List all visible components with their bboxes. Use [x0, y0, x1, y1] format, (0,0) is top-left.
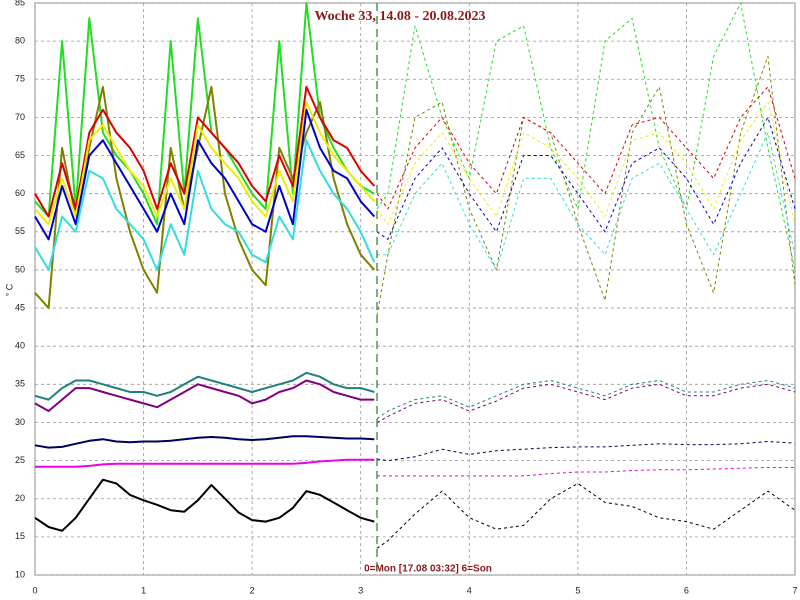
series-line — [34, 2, 375, 226]
chart-title: Woche 33, 14.08 - 20.08.2023 — [314, 9, 485, 24]
x-tick-label: 0 — [32, 585, 37, 595]
series-line — [34, 478, 375, 532]
annotation: 0=Mon [17.08 03:32] 6=Son — [364, 564, 492, 575]
series-line — [376, 2, 796, 271]
y-tick-label: 80 — [15, 36, 25, 46]
y-tick-label: 45 — [15, 302, 25, 312]
y-tick-label: 60 — [15, 188, 25, 198]
y-tick-label: 75 — [15, 74, 25, 84]
series-line — [376, 483, 796, 549]
series-line — [377, 467, 795, 477]
x-tick-label: 3 — [358, 585, 363, 595]
series-line — [376, 86, 796, 210]
y-tick-label: 50 — [15, 264, 25, 274]
y-axis-label: ° C — [4, 283, 14, 296]
series-line — [377, 132, 796, 271]
x-tick-label: 5 — [575, 585, 580, 595]
series-line — [34, 101, 376, 226]
y-tick-label: 15 — [15, 531, 25, 541]
y-tick-label: 40 — [15, 341, 25, 351]
series-line — [34, 371, 375, 401]
series-line — [376, 383, 796, 423]
series-line — [34, 379, 375, 412]
grid — [34, 2, 796, 576]
series-line — [34, 108, 376, 241]
series-line — [376, 441, 796, 462]
lines — [34, 2, 796, 549]
y-tick-label: 35 — [15, 379, 25, 389]
y-tick-label: 70 — [15, 112, 25, 122]
y-tick-label: 85 — [15, 0, 25, 7]
y-tick-label: 25 — [15, 455, 25, 465]
series-line — [376, 116, 796, 240]
series-line — [376, 101, 796, 225]
y-tick-label: 10 — [15, 569, 25, 579]
y-tick-label: 20 — [15, 493, 25, 503]
x-tick-label: 6 — [684, 585, 689, 595]
y-tick-label: 30 — [15, 417, 25, 427]
series-line — [34, 85, 376, 218]
y-tick-label: 65 — [15, 150, 25, 160]
series-line — [34, 435, 375, 449]
series-line — [376, 380, 796, 420]
x-tick-label: 2 — [250, 585, 255, 595]
x-tick-label: 4 — [467, 585, 472, 595]
x-tick-label: 7 — [792, 585, 797, 595]
x-tick-label: 1 — [141, 585, 146, 595]
series-line — [34, 139, 376, 271]
y-tick-label: 55 — [15, 226, 25, 236]
series-line — [35, 458, 375, 468]
